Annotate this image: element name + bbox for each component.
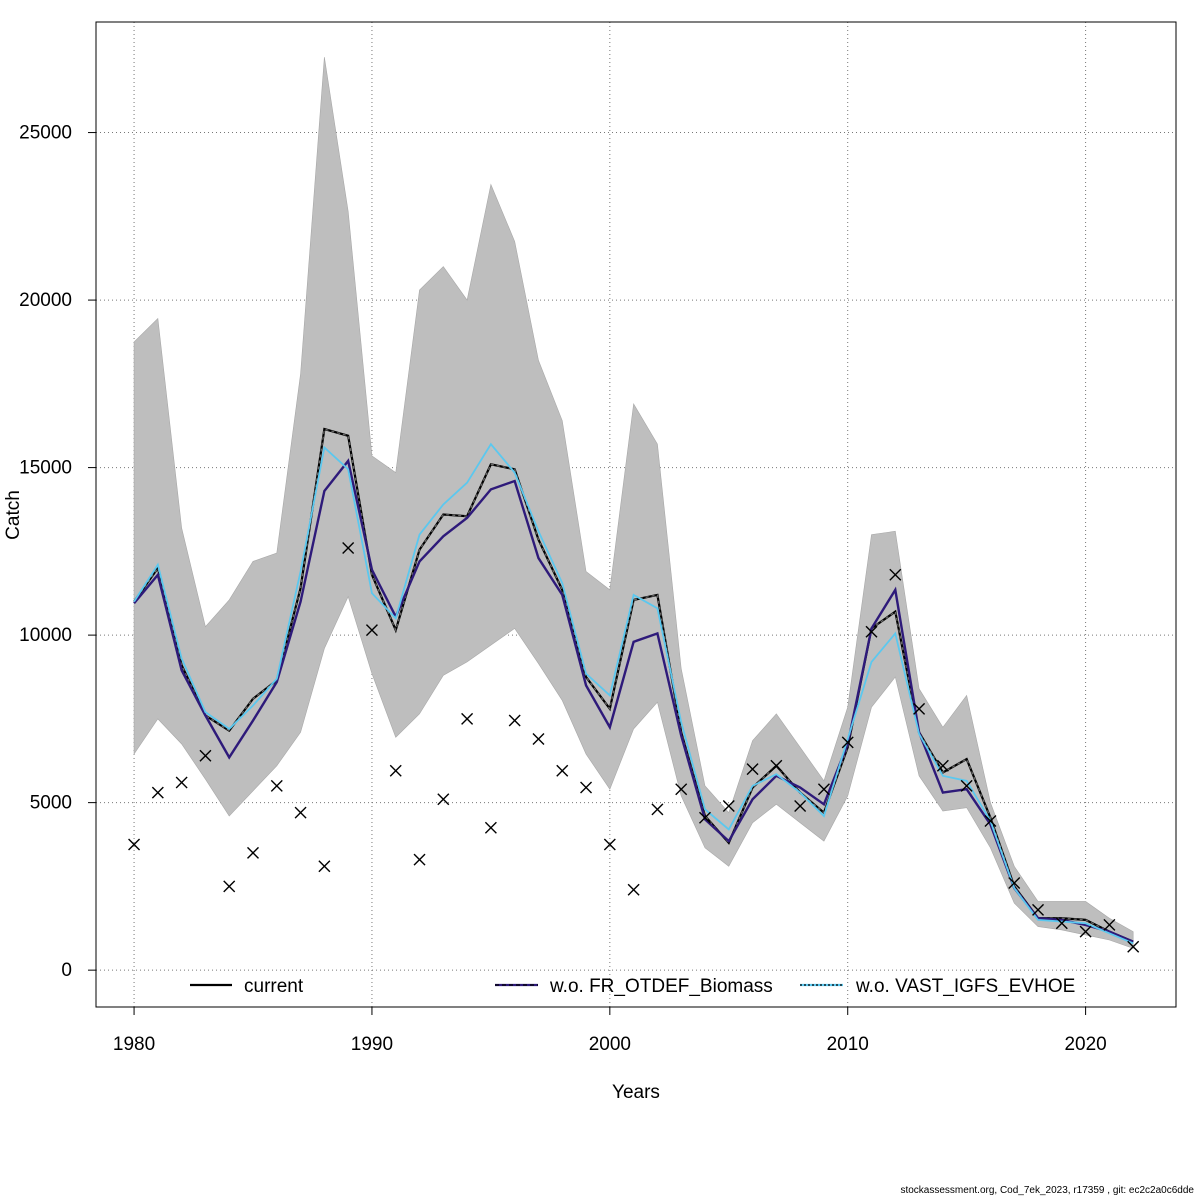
observed-point <box>984 815 997 828</box>
observed-point <box>175 776 188 789</box>
observed-point <box>247 846 259 859</box>
series-line-vast-igfs <box>133 442 1134 945</box>
x-tick-label: 1980 <box>113 1034 155 1055</box>
observed-point <box>1079 925 1092 938</box>
observed-point <box>508 714 521 727</box>
observed-point <box>365 624 378 637</box>
observed-point <box>199 749 212 762</box>
series-lines <box>133 427 1134 945</box>
y-axis-label: Catch <box>3 490 24 540</box>
observed-point <box>960 779 973 792</box>
observed-point <box>746 763 759 776</box>
observed-point <box>651 803 664 816</box>
y-tick-label: 20000 <box>19 290 72 311</box>
legend: current w.o. FR_OTDEF_Biomass w.o. VAST_IG… <box>190 976 1075 997</box>
observed-point <box>270 779 283 792</box>
observed-point <box>627 883 640 896</box>
observed-point <box>722 799 735 812</box>
y-axis: 0 5000 10000 15000 20000 25000 <box>19 123 96 981</box>
x-axis-label: Years <box>612 1082 660 1103</box>
observed-point <box>151 786 164 799</box>
confidence-band <box>133 57 1134 949</box>
observed-point <box>389 764 402 777</box>
observed-point <box>223 880 236 893</box>
observed-point <box>294 806 307 819</box>
observed-point <box>936 759 949 772</box>
y-tick-label: 25000 <box>19 123 72 144</box>
observed-point <box>342 542 355 554</box>
series-line-current <box>133 427 1134 943</box>
observed-point <box>1127 940 1140 953</box>
observed-point <box>889 568 902 581</box>
observed-point <box>413 853 426 866</box>
band-area <box>133 57 1134 949</box>
legend-label: w.o. VAST_IGFS_EVHOE <box>855 976 1075 997</box>
legend-label: current <box>244 976 304 997</box>
observed-point <box>1103 918 1116 931</box>
legend-item-fr-otdef: w.o. FR_OTDEF_Biomass <box>495 976 773 997</box>
legend-item-current: current <box>190 976 304 997</box>
observed-point <box>865 625 878 638</box>
observed-point <box>1032 903 1045 916</box>
legend-label: w.o. FR_OTDEF_Biomass <box>549 976 773 997</box>
y-tick-label: 5000 <box>30 793 72 814</box>
x-tick-label: 2010 <box>827 1034 869 1055</box>
y-tick-label: 0 <box>61 960 72 981</box>
observed-point <box>484 821 497 834</box>
plot-frame <box>95 21 1177 1008</box>
footer-credit: stockassessment.org, Cod_7ek_2023, r1735… <box>900 1185 1194 1196</box>
series-line-fr-otdef <box>133 458 1134 943</box>
observed-point <box>532 732 545 745</box>
observed-point <box>913 702 926 715</box>
observed-point <box>461 712 474 725</box>
observed-point <box>580 781 593 794</box>
x-tick-label: 1990 <box>351 1034 393 1055</box>
observed-point <box>556 764 569 777</box>
observed-points <box>128 542 1140 953</box>
observed-point <box>1055 917 1068 930</box>
observed-point <box>603 838 616 851</box>
y-tick-label: 15000 <box>19 458 72 479</box>
legend-item-vast-igfs: w.o. VAST_IGFS_EVHOE <box>800 976 1075 997</box>
observed-point <box>1008 877 1021 890</box>
y-tick-label: 10000 <box>19 625 72 646</box>
observed-point <box>817 783 830 796</box>
x-tick-label: 2020 <box>1064 1034 1106 1055</box>
x-axis: 1980 1990 2000 2010 2020 <box>113 1007 1107 1055</box>
observed-point <box>675 783 688 796</box>
x-tick-label: 2000 <box>589 1034 631 1055</box>
observed-point <box>437 793 450 806</box>
observed-point <box>318 860 331 873</box>
observed-point <box>128 838 141 851</box>
observed-point <box>770 759 783 772</box>
observed-point <box>841 736 854 749</box>
observed-point <box>794 799 807 812</box>
observed-point <box>698 811 711 824</box>
